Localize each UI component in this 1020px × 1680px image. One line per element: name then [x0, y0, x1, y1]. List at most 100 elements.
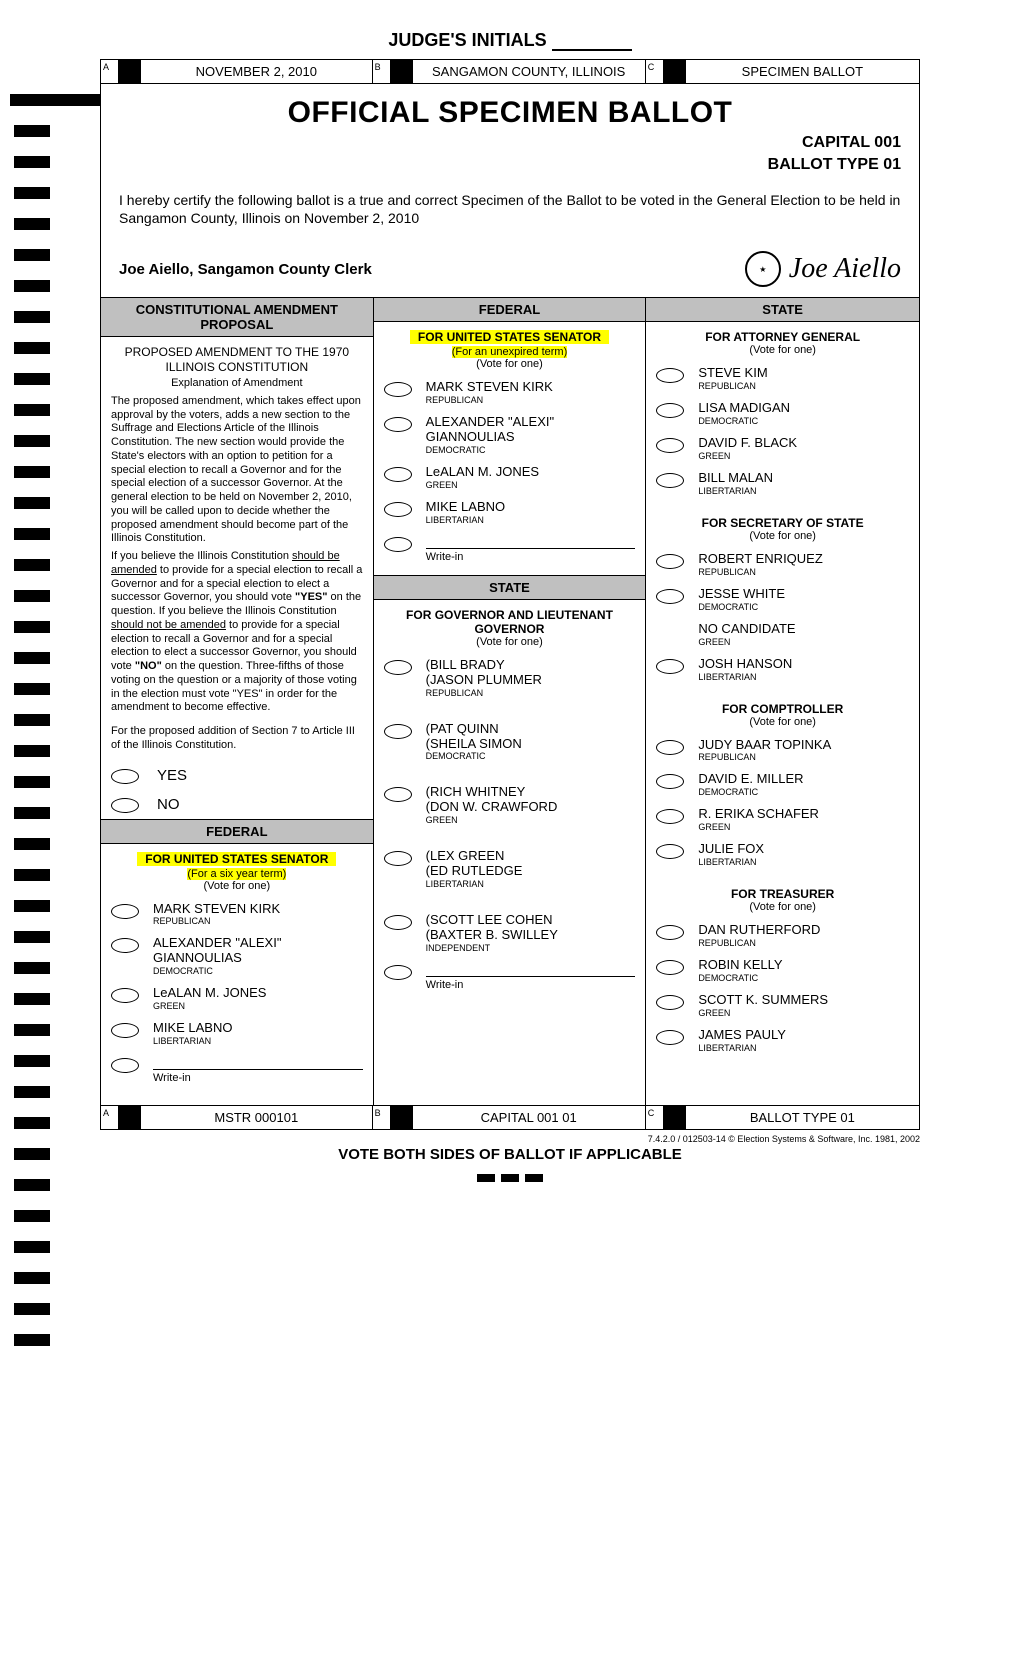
oval-icon[interactable] — [656, 403, 684, 418]
candidate-row[interactable]: MIKE LABNOLIBERTARIAN — [374, 496, 646, 531]
oval-icon[interactable] — [656, 589, 684, 604]
oval-icon[interactable] — [656, 844, 684, 859]
oval-icon[interactable] — [111, 938, 139, 953]
oval-icon[interactable] — [656, 438, 684, 453]
footer-b: CAPITAL 001 01 — [413, 1106, 645, 1129]
county-seal-icon: ★ — [745, 251, 781, 287]
oval-icon[interactable] — [384, 382, 412, 397]
footer-c: BALLOT TYPE 01 — [686, 1106, 919, 1129]
candidate-row[interactable]: STEVE KIMREPUBLICAN — [646, 362, 919, 397]
oval-icon[interactable] — [656, 473, 684, 488]
clerk-name: Joe Aiello, Sangamon County Clerk — [119, 261, 372, 278]
candidate-row[interactable]: MARK STEVEN KIRKREPUBLICAN — [374, 376, 646, 411]
candidate-row[interactable]: MIKE LABNOLIBERTARIAN — [101, 1017, 373, 1052]
candidate-row[interactable]: (RICH WHITNEY(DON W. CRAWFORDGREEN — [374, 781, 646, 831]
candidate-row[interactable]: DAN RUTHERFORDREPUBLICAN — [646, 919, 919, 954]
amendment-body: PROPOSED AMENDMENT TO THE 1970 ILLINOIS … — [101, 337, 373, 761]
candidate-row[interactable]: JESSE WHITEDEMOCRATIC — [646, 583, 919, 618]
capital-line: CAPITAL 001 — [119, 134, 901, 152]
race-sec-of-state: FOR SECRETARY OF STATE (Vote for one) RO… — [646, 508, 919, 694]
section-federal-2: FEDERAL — [374, 298, 646, 322]
copyright: 7.4.2.0 / 012503-14 © Election Systems &… — [0, 1134, 920, 1144]
oval-icon[interactable] — [384, 502, 412, 517]
section-state-3: STATE — [646, 298, 919, 322]
ballot-type-line: BALLOT TYPE 01 — [119, 156, 901, 174]
oval-icon[interactable] — [384, 915, 412, 930]
section-federal-1: FEDERAL — [101, 819, 373, 844]
oval-icon[interactable] — [656, 659, 684, 674]
candidate-row[interactable]: (LEX GREEN(ED RUTLEDGELIBERTARIAN — [374, 845, 646, 895]
oval-icon[interactable] — [384, 660, 412, 675]
candidate-row[interactable]: (PAT QUINN(SHEILA SIMONDEMOCRATIC — [374, 718, 646, 768]
candidate-writein[interactable]: Write-in — [374, 531, 646, 569]
oval-icon[interactable] — [656, 774, 684, 789]
header-c: SPECIMEN BALLOT — [686, 60, 919, 83]
oval-icon[interactable] — [384, 537, 412, 552]
title-section: OFFICIAL SPECIMEN BALLOT CAPITAL 001 BAL… — [101, 84, 919, 298]
race-treasurer: FOR TREASURER (Vote for one) DAN RUTHERF… — [646, 879, 919, 1065]
oval-icon[interactable] — [111, 1058, 139, 1073]
header-row-top: ANOVEMBER 2, 2010 BSANGAMON COUNTY, ILLI… — [101, 60, 919, 84]
candidate-row[interactable]: ROBIN KELLYDEMOCRATIC — [646, 954, 919, 989]
candidate-row[interactable]: JOSH HANSONLIBERTARIAN — [646, 653, 919, 688]
footer-a: MSTR 000101 — [141, 1106, 372, 1129]
candidate-row[interactable]: LISA MADIGANDEMOCRATIC — [646, 397, 919, 432]
oval-icon[interactable] — [656, 740, 684, 755]
candidate-writein[interactable]: Write-in — [374, 959, 646, 997]
no-candidate: NO CANDIDATEGREEN — [646, 618, 919, 653]
race-us-senator-unexp: FOR UNITED STATES SENATOR (For an unexpi… — [374, 322, 646, 575]
oval-icon[interactable] — [384, 724, 412, 739]
section-constitutional: CONSTITUTIONAL AMENDMENT PROPOSAL — [101, 298, 373, 337]
candidate-row[interactable]: R. ERIKA SCHAFERGREEN — [646, 803, 919, 838]
main-title: OFFICIAL SPECIMEN BALLOT — [119, 96, 901, 130]
oval-icon[interactable] — [111, 904, 139, 919]
header-b: SANGAMON COUNTY, ILLINOIS — [413, 60, 645, 83]
amendment-yes[interactable]: YES — [101, 761, 373, 790]
section-state-2: STATE — [374, 575, 646, 600]
oval-icon[interactable] — [384, 851, 412, 866]
bottom-marks — [0, 1169, 1020, 1187]
oval-icon[interactable] — [656, 1030, 684, 1045]
column-2: FEDERAL FOR UNITED STATES SENATOR (For a… — [374, 298, 647, 1105]
oval-icon[interactable] — [111, 1023, 139, 1038]
candidate-row[interactable]: DAVID E. MILLERDEMOCRATIC — [646, 768, 919, 803]
judges-initials: JUDGE'S INITIALS — [0, 30, 1020, 51]
certification-text: I hereby certify the following ballot is… — [119, 192, 901, 227]
candidate-row[interactable]: MARK STEVEN KIRKREPUBLICAN — [101, 898, 373, 933]
oval-icon[interactable] — [111, 798, 139, 813]
column-3: STATE FOR ATTORNEY GENERAL (Vote for one… — [646, 298, 919, 1105]
candidate-row[interactable]: (SCOTT LEE COHEN(BAXTER B. SWILLEYINDEPE… — [374, 909, 646, 959]
footer-row: AMSTR 000101 BCAPITAL 001 01 CBALLOT TYP… — [101, 1105, 919, 1129]
race-us-senator-6yr: FOR UNITED STATES SENATOR (For a six yea… — [101, 844, 373, 1097]
column-1: CONSTITUTIONAL AMENDMENT PROPOSAL PROPOS… — [101, 298, 374, 1105]
candidate-row[interactable]: DAVID F. BLACKGREEN — [646, 432, 919, 467]
oval-icon[interactable] — [111, 769, 139, 784]
oval-icon[interactable] — [656, 554, 684, 569]
candidate-row[interactable]: JUDY BAAR TOPINKAREPUBLICAN — [646, 734, 919, 769]
oval-icon[interactable] — [656, 995, 684, 1010]
candidate-row[interactable]: (BILL BRADY(JASON PLUMMERREPUBLICAN — [374, 654, 646, 704]
oval-icon[interactable] — [656, 809, 684, 824]
candidate-row[interactable]: LeALAN M. JONESGREEN — [101, 982, 373, 1017]
candidate-row[interactable]: ROBERT ENRIQUEZREPUBLICAN — [646, 548, 919, 583]
oval-icon[interactable] — [656, 368, 684, 383]
oval-icon[interactable] — [656, 925, 684, 940]
race-governor: FOR GOVERNOR AND LIEUTENANT GOVERNOR (Vo… — [374, 600, 646, 1003]
vote-both-sides: VOTE BOTH SIDES OF BALLOT IF APPLICABLE — [0, 1146, 1020, 1163]
oval-icon[interactable] — [111, 988, 139, 1003]
candidate-row[interactable]: JULIE FOXLIBERTARIAN — [646, 838, 919, 873]
candidate-writein[interactable]: Write-in — [101, 1052, 373, 1090]
clerk-signature: Joe Aiello — [789, 253, 901, 285]
candidate-row[interactable]: SCOTT K. SUMMERSGREEN — [646, 989, 919, 1024]
candidate-row[interactable]: LeALAN M. JONESGREEN — [374, 461, 646, 496]
oval-icon[interactable] — [656, 960, 684, 975]
amendment-no[interactable]: NO — [101, 790, 373, 819]
candidate-row[interactable]: ALEXANDER "ALEXI"GIANNOULIASDEMOCRATIC — [374, 411, 646, 461]
candidate-row[interactable]: JAMES PAULYLIBERTARIAN — [646, 1024, 919, 1059]
candidate-row[interactable]: BILL MALANLIBERTARIAN — [646, 467, 919, 502]
oval-icon[interactable] — [384, 965, 412, 980]
candidate-row[interactable]: ALEXANDER "ALEXI"GIANNOULIASDEMOCRATIC — [101, 932, 373, 982]
oval-icon[interactable] — [384, 417, 412, 432]
oval-icon[interactable] — [384, 467, 412, 482]
oval-icon[interactable] — [384, 787, 412, 802]
